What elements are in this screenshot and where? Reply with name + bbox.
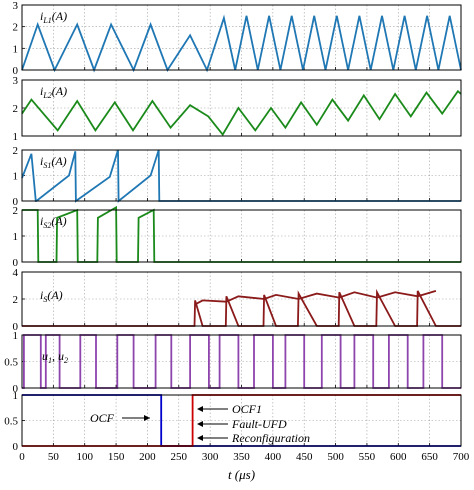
- x-tick-label-10: 500: [327, 451, 344, 463]
- y-tick-label-4-1: 1: [13, 231, 19, 243]
- x-axis-label: t (μs): [228, 467, 255, 482]
- y-tick-label-7-2: 1: [13, 390, 19, 402]
- x-tick-label-14: 700: [453, 451, 470, 463]
- y-tick-label-1-2: 2: [13, 22, 19, 34]
- annotation-fault-ufd-arrow-head: [197, 421, 203, 427]
- panel-frame-5: [21, 271, 462, 327]
- x-tick-label-11: 550: [359, 451, 376, 463]
- x-tick-label-1: 50: [48, 451, 60, 463]
- x-tick-label-8: 400: [265, 451, 282, 463]
- series-line-2-1: [21, 89, 462, 137]
- x-tick-label-9: 450: [296, 451, 313, 463]
- y-tick-label-5-0: 0: [13, 321, 19, 333]
- panel-frame-7: [21, 394, 462, 447]
- x-tick-label-4: 200: [139, 451, 156, 463]
- x-tick-label-3: 150: [108, 451, 125, 463]
- panel-1: 0 1 2 3 iL1(A): [13, 0, 462, 77]
- x-tick-label-2: 100: [76, 451, 93, 463]
- y-tick-label-5-2: 4: [13, 267, 19, 279]
- y-tick-label-7-0: 0: [13, 441, 19, 453]
- y-tick-label-5-1: 2: [13, 294, 19, 306]
- panel-frame-4: [21, 209, 462, 263]
- annotation-fault-ufd: Fault-UFD: [231, 417, 287, 431]
- y-tick-label-6-0: 0: [13, 383, 19, 395]
- panel-frame-6: [21, 334, 462, 389]
- y-tick-label-6-2: 1: [13, 330, 19, 342]
- x-tick-label-7: 350: [233, 451, 250, 463]
- y-tick-label-4-0: 0: [13, 257, 19, 269]
- panel-label-3: iS1(A): [40, 154, 67, 170]
- x-tick-label-5: 250: [171, 451, 188, 463]
- panel-5: 0 2 4 iS(A): [13, 267, 462, 333]
- panel-4: 0 1 2 iS2(A): [13, 205, 462, 269]
- panel-2: 1 2 3 iL2(A): [13, 75, 462, 143]
- y-tick-label-1-0: 0: [13, 65, 19, 77]
- y-tick-label-3-2: 2: [13, 145, 19, 157]
- x-tick-label-6: 300: [202, 451, 219, 463]
- annotation-reconfiguration-arrow-head: [197, 435, 203, 441]
- annotation-ocf: OCF: [90, 411, 115, 425]
- y-tick-label-1-3: 3: [13, 0, 19, 12]
- series-line-5-2: [194, 290, 437, 306]
- y-tick-label-1-1: 1: [13, 43, 19, 55]
- y-tick-label-7-1: 0.5: [4, 416, 18, 428]
- y-tick-label-6-1: 0.5: [4, 357, 18, 369]
- panel-frame-1: [21, 4, 462, 71]
- y-tick-label-2-0: 1: [13, 131, 19, 143]
- annotation-ocf1-arrow-head: [197, 406, 203, 412]
- panel-label-4: iS2(A): [40, 214, 67, 230]
- panel-label-2: iL2(A): [40, 84, 67, 100]
- panel-label-5: iS(A): [40, 288, 63, 304]
- panel-label-6: u1, u2: [42, 349, 68, 365]
- arrow-ocf-head: [144, 415, 150, 421]
- y-tick-label-3-1: 1: [13, 171, 19, 183]
- annotation-ocf1: OCF1: [232, 402, 262, 416]
- x-tick-label-13: 650: [421, 451, 438, 463]
- panel-6: 0 0.5 1 u1, u2: [4, 330, 462, 395]
- y-tick-label-2-2: 3: [13, 75, 19, 87]
- x-tick-label-12: 600: [390, 451, 407, 463]
- panel-frame-2: [21, 79, 462, 137]
- y-tick-label-2-1: 2: [13, 103, 19, 115]
- x-tick-label-0: 0: [19, 451, 25, 463]
- panel-label-1: iL1(A): [40, 9, 67, 25]
- annotation-reconfiguration: Reconfiguration: [231, 431, 310, 445]
- panel-3: 0 1 2 iS1(A): [13, 145, 462, 208]
- y-tick-label-4-2: 2: [13, 205, 19, 217]
- panel-frame-3: [21, 149, 462, 202]
- y-tick-label-3-0: 0: [13, 196, 19, 208]
